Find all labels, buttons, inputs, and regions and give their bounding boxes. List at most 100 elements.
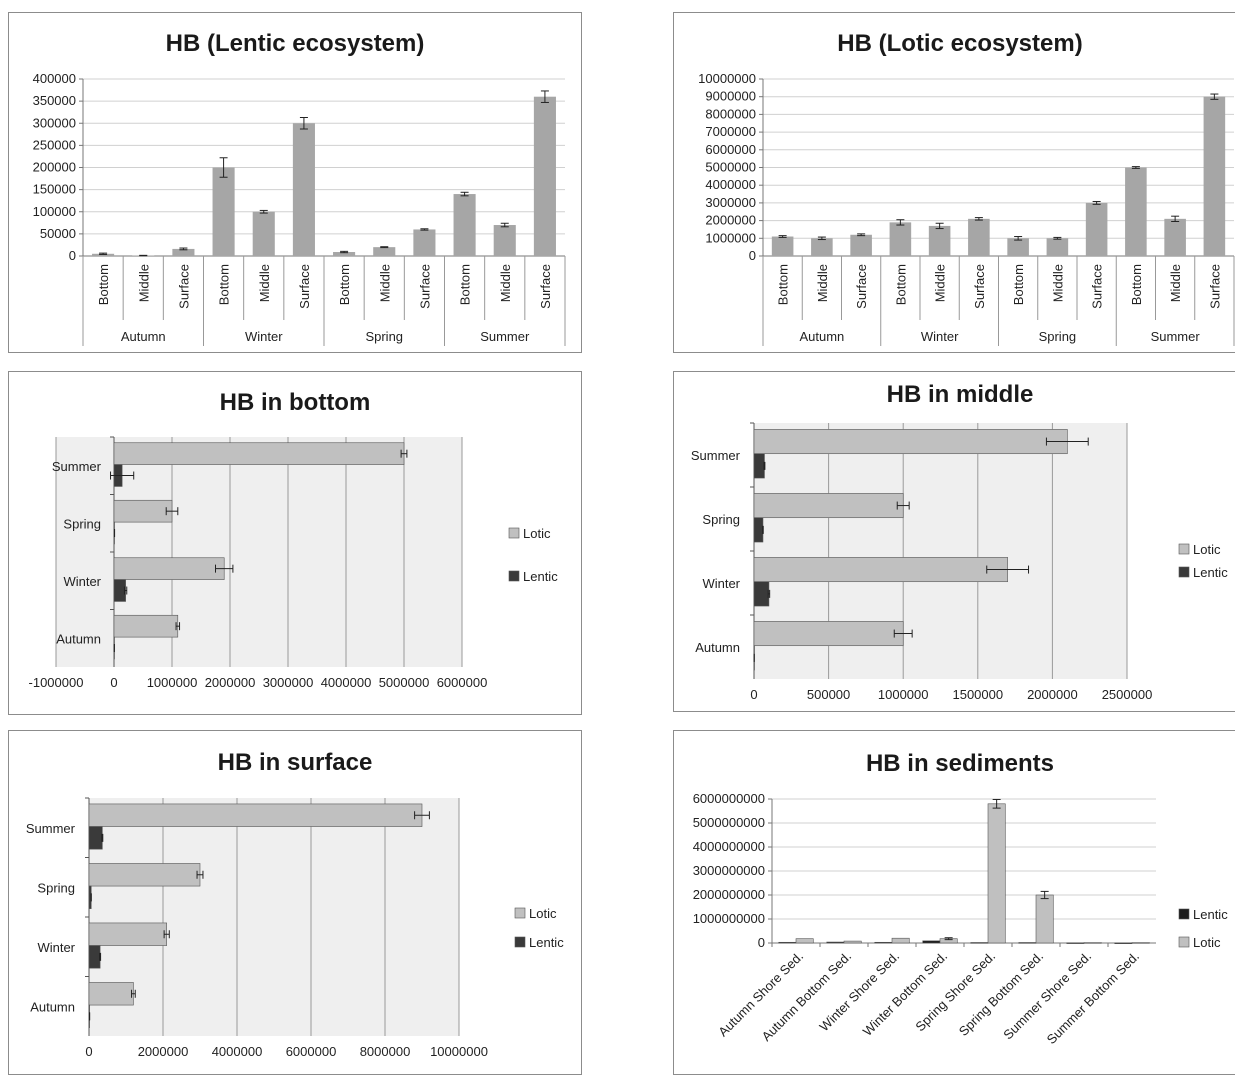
legend-label-lotic: Lotic <box>1193 935 1221 950</box>
bar <box>1007 238 1029 256</box>
y-tick-label: 7000000 <box>705 124 756 139</box>
x-category-label: Middle <box>1168 264 1183 302</box>
x-category-label: Middle <box>815 264 830 302</box>
y-tick-label: 100000 <box>33 204 76 219</box>
legend-label-lentic: Lentic <box>1193 907 1228 922</box>
bar-lentic <box>1019 943 1036 944</box>
x-tick-label: 1000000 <box>147 675 198 690</box>
y-category-label: Summer <box>691 448 741 463</box>
bar-lentic <box>89 827 102 850</box>
x-category-label: Winter Bottom Sed. <box>860 949 950 1039</box>
x-category-label: Bottom <box>96 264 111 305</box>
x-tick-label: 2000000 <box>1027 687 1078 702</box>
bar <box>454 194 476 256</box>
x-category-label: Middle <box>257 264 272 302</box>
x-category-label: Surface <box>538 264 553 309</box>
x-tick-label: 4000000 <box>321 675 372 690</box>
y-category-label: Summer <box>52 459 102 474</box>
chart-sediments: HB in sediments0100000000020000000003000… <box>674 731 1235 1075</box>
x-category-label: Autumn Shore Sed. <box>715 949 806 1040</box>
legend-swatch-lotic <box>1179 544 1189 554</box>
y-category-label: Autumn <box>695 640 740 655</box>
bar-lentic <box>114 580 126 602</box>
y-category-label: Winter <box>63 574 101 589</box>
bar-lotic <box>89 923 167 946</box>
x-category-label: Surface <box>854 264 869 309</box>
bar <box>213 168 235 257</box>
x-group-label: Summer <box>1151 329 1201 344</box>
x-category-label: Spring Bottom Sed. <box>956 949 1046 1039</box>
y-tick-label: 300000 <box>33 115 76 130</box>
x-tick-label: 0 <box>110 675 117 690</box>
x-tick-label: -1000000 <box>29 675 84 690</box>
x-tick-label: 2500000 <box>1102 687 1153 702</box>
y-tick-label: 4000000000 <box>693 839 765 854</box>
y-tick-label: 6000000000 <box>693 791 765 806</box>
x-category-label: Middle <box>933 264 948 302</box>
bar-lentic <box>89 946 100 969</box>
x-tick-label: 6000000 <box>437 675 488 690</box>
x-tick-label: 8000000 <box>360 1044 411 1059</box>
legend-label-lotic: Lotic <box>529 906 557 921</box>
legend-label-lentic: Lentic <box>523 569 558 584</box>
y-tick-label: 5000000000 <box>693 815 765 830</box>
y-tick-label: 3000000000 <box>693 863 765 878</box>
x-tick-label: 0 <box>750 687 757 702</box>
x-group-label: Autumn <box>799 329 844 344</box>
y-tick-label: 1000000000 <box>693 911 765 926</box>
bar-lotic <box>1132 943 1149 944</box>
x-category-label: Winter Shore Sed. <box>816 949 902 1035</box>
y-tick-label: 200000 <box>33 160 76 175</box>
bar-lotic <box>754 557 1008 581</box>
bar <box>1125 168 1147 257</box>
x-category-label: Summer Bottom Sed. <box>1044 949 1142 1047</box>
y-tick-label: 2000000000 <box>693 887 765 902</box>
chart-title: HB (Lotic ecosystem) <box>837 30 1082 57</box>
bar <box>811 238 833 256</box>
legend-label-lotic: Lotic <box>523 526 551 541</box>
bar-lentic <box>971 943 988 944</box>
x-category-label: Spring Shore Sed. <box>912 949 998 1035</box>
bar <box>494 225 516 256</box>
y-tick-label: 1000000 <box>705 230 756 245</box>
y-tick-label: 4000000 <box>705 177 756 192</box>
chart-title: HB in sediments <box>866 750 1054 777</box>
bar-lotic <box>89 863 200 886</box>
bar <box>850 235 872 256</box>
bar-lotic <box>754 493 903 517</box>
chart-lotic: HB (Lotic ecosystem)01000000200000030000… <box>674 13 1235 353</box>
x-category-label: Bottom <box>893 264 908 305</box>
bar-lentic <box>1115 943 1132 944</box>
x-tick-label: 3000000 <box>263 675 314 690</box>
bar-lotic <box>114 558 224 580</box>
x-group-label: Autumn <box>121 329 166 344</box>
chart-title: HB (Lentic ecosystem) <box>166 30 425 57</box>
legend-label-lotic: Lotic <box>1193 542 1221 557</box>
bar-lentic <box>875 942 892 943</box>
bar-lotic <box>114 615 178 637</box>
bar <box>890 222 912 256</box>
x-category-label: Bottom <box>337 264 352 305</box>
y-tick-label: 150000 <box>33 182 76 197</box>
bar-lentic <box>923 941 940 943</box>
bar <box>1047 238 1069 256</box>
bar-lotic <box>89 804 422 827</box>
bar-lentic <box>1067 943 1084 944</box>
y-category-label: Spring <box>37 880 75 895</box>
x-category-label: Middle <box>136 264 151 302</box>
legend-swatch-lotic <box>515 908 525 918</box>
y-tick-label: 6000000 <box>705 142 756 157</box>
chart-title: HB in bottom <box>220 389 371 416</box>
x-tick-label: 2000000 <box>138 1044 189 1059</box>
bar <box>1164 219 1186 256</box>
chart-lentic: HB (Lentic ecosystem)0500001000001500002… <box>9 13 582 353</box>
x-category-label: Bottom <box>458 264 473 305</box>
y-category-label: Winter <box>37 940 75 955</box>
legend-label-lentic: Lentic <box>529 935 564 950</box>
y-tick-label: 10000000 <box>698 71 756 86</box>
x-group-label: Winter <box>921 329 959 344</box>
x-tick-label: 500000 <box>807 687 850 702</box>
